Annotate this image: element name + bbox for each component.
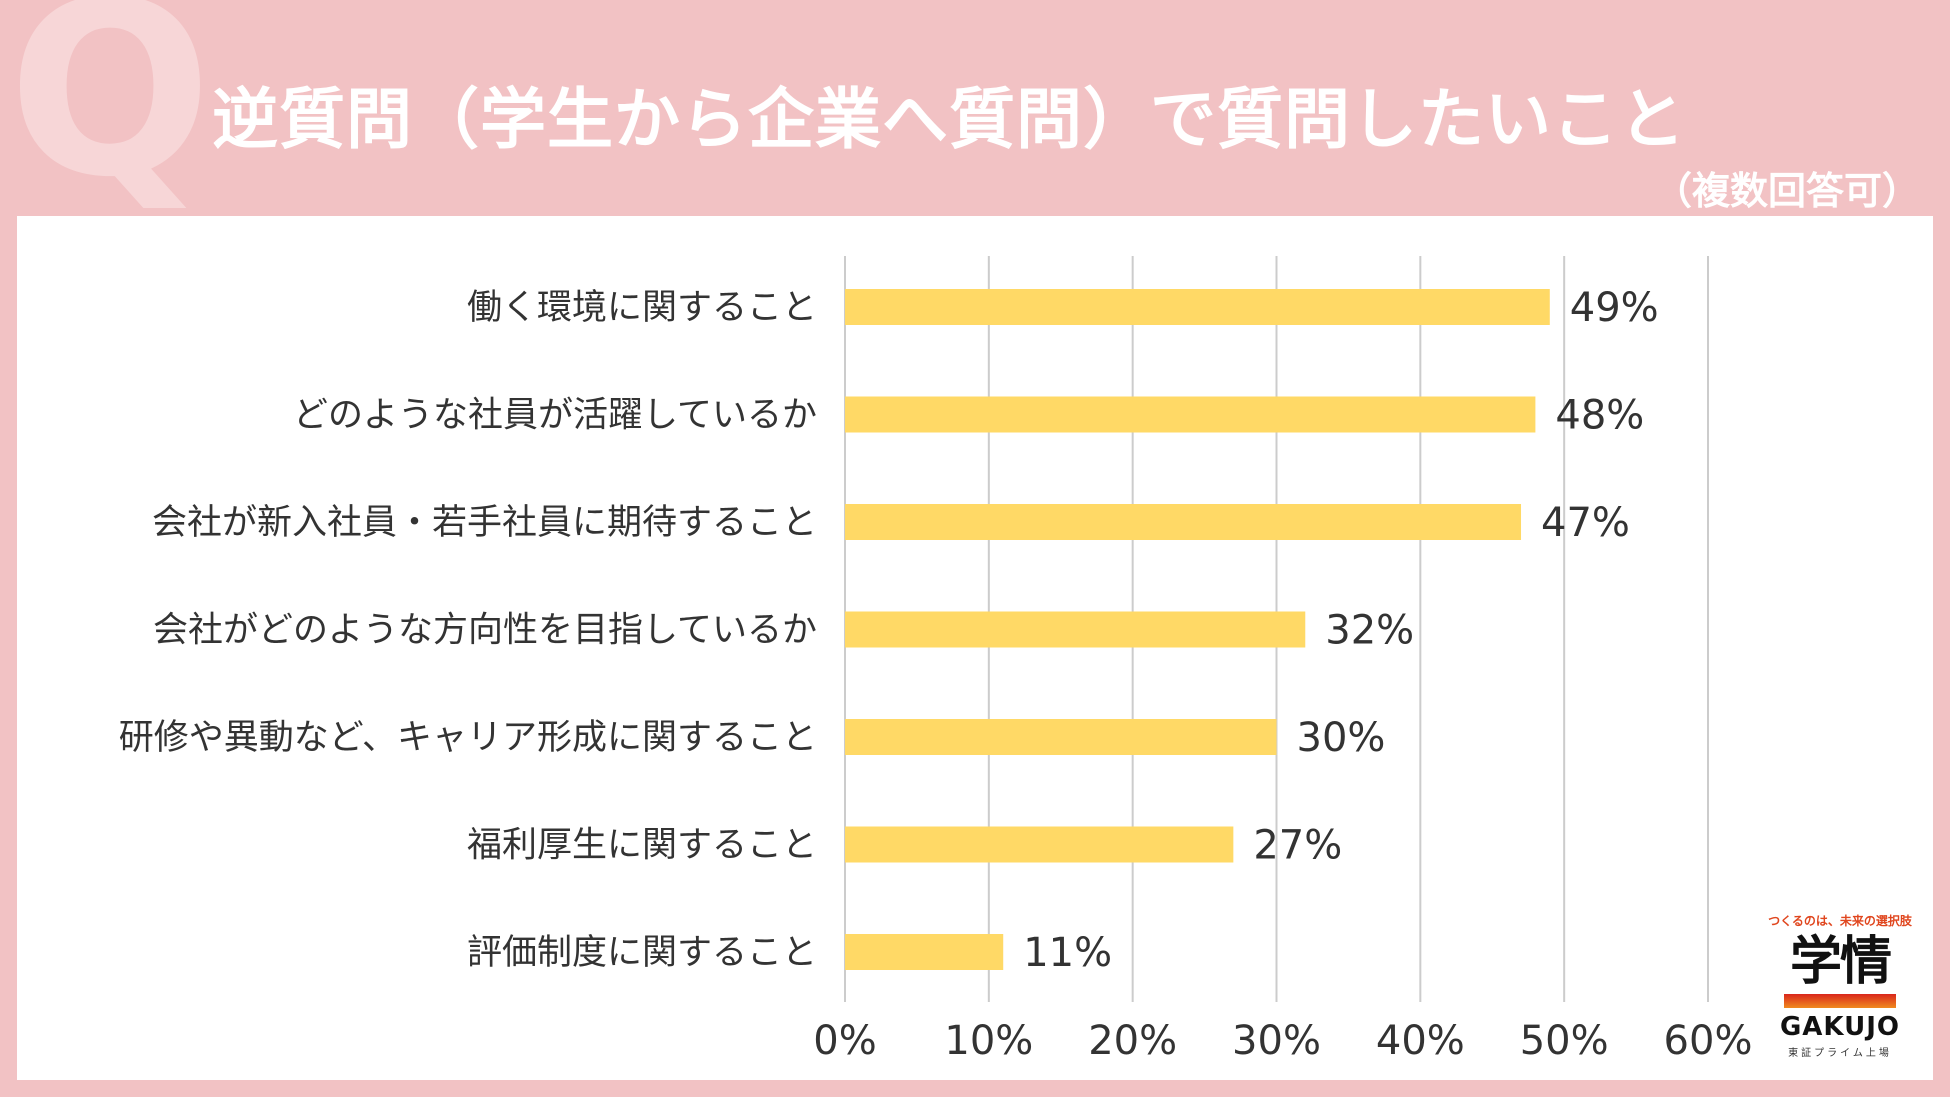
category-label: 働く環境に関すること	[467, 288, 817, 328]
page-title: 逆質問（学生から企業へ質問）で質問したいこと	[212, 81, 1686, 158]
bar	[845, 719, 1277, 755]
page-subtitle: （複数回答可）	[1653, 169, 1920, 213]
bar	[845, 611, 1306, 648]
data-label: 30%	[1297, 715, 1386, 761]
bar	[845, 826, 1234, 863]
q-mark: Q	[8, 0, 213, 230]
category-label: 会社がどのような方向性を目指しているか	[153, 611, 817, 651]
x-tick-label: 10%	[944, 1018, 1033, 1064]
data-label: 49%	[1570, 285, 1659, 331]
data-label: 48%	[1555, 393, 1644, 439]
bar	[845, 934, 1004, 970]
logo-listing: 東証プライム上場	[1788, 1048, 1892, 1059]
category-label: どのような社員が活躍しているか	[293, 396, 817, 436]
x-tick-label: 60%	[1664, 1018, 1753, 1064]
logo-bar	[1784, 994, 1896, 1008]
category-label: 会社が新入社員・若手社員に期待すること	[152, 503, 817, 543]
bar	[845, 396, 1536, 433]
data-label: 27%	[1253, 823, 1342, 869]
data-label: 11%	[1023, 930, 1112, 976]
data-label: 32%	[1325, 608, 1414, 654]
category-label: 評価制度に関すること	[467, 933, 817, 973]
gakujo-logo: つくるのは、未来の選択肢 学情 GAKUJO 東証プライム上場	[1760, 912, 1920, 1059]
x-tick-label: 30%	[1232, 1018, 1321, 1064]
bar	[845, 504, 1522, 540]
x-tick-label: 20%	[1088, 1018, 1177, 1064]
logo-brand-en: GAKUJO	[1779, 1012, 1901, 1042]
data-label: 47%	[1541, 500, 1630, 546]
x-tick-label: 0%	[813, 1018, 876, 1064]
bar	[845, 289, 1550, 325]
chart-panel: 0% 10% 20% 30% 40% 50% 60% 働く環境に関すること 49% どのような社員…	[17, 216, 1933, 1080]
category-label: 研修や異動など、キャリア形成に関すること	[119, 718, 817, 758]
x-tick-label: 40%	[1376, 1018, 1465, 1064]
bar-chart: 0% 10% 20% 30% 40% 50% 60% 働く環境に関すること 49% どのような社員…	[119, 256, 1753, 1064]
logo-brand-jp: 学情	[1789, 932, 1892, 993]
logo-tagline: つくるのは、未来の選択肢	[1768, 914, 1912, 929]
category-label: 福利厚生に関すること	[467, 826, 817, 866]
x-tick-label: 50%	[1520, 1018, 1609, 1064]
